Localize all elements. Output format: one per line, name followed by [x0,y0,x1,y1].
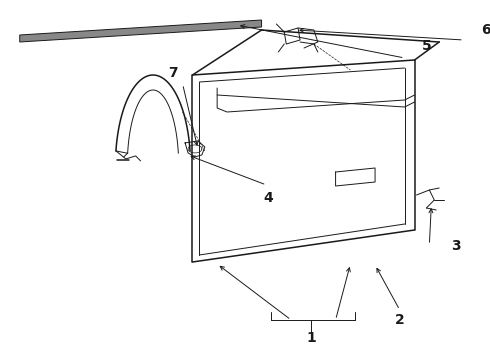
Text: 7: 7 [168,66,177,80]
Text: 6: 6 [481,23,490,37]
Text: 4: 4 [264,191,273,205]
Text: 1: 1 [306,331,316,345]
Polygon shape [20,20,262,42]
Text: 2: 2 [395,313,405,327]
Text: 5: 5 [421,39,431,53]
Text: 3: 3 [451,239,461,253]
